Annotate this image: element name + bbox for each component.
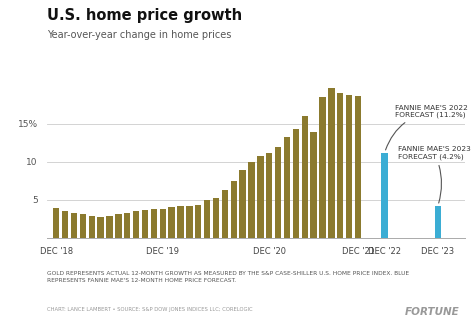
Bar (337, 93, 344, 238)
Bar (319, 97, 326, 238)
Text: FORTUNE: FORTUNE (405, 307, 460, 317)
Text: FANNIE MAE'S 2022
FORECAST (11.2%): FANNIE MAE'S 2022 FORECAST (11.2%) (385, 105, 468, 150)
Bar (80, 214, 86, 238)
Bar (222, 190, 228, 238)
Bar (177, 206, 184, 238)
Bar (142, 210, 148, 238)
Bar (346, 95, 352, 238)
Bar (257, 156, 264, 238)
Bar (239, 170, 246, 238)
Bar (71, 213, 77, 238)
Bar (355, 96, 361, 238)
Bar (301, 116, 308, 238)
Bar (186, 206, 192, 238)
Bar (382, 152, 388, 238)
Text: U.S. home price growth: U.S. home price growth (47, 8, 243, 23)
Bar (168, 207, 175, 238)
Bar (328, 88, 335, 238)
Bar (293, 129, 299, 238)
Bar (266, 153, 273, 238)
Bar (248, 162, 255, 238)
Text: FANNIE MAE'S 2023
FORECAST (4.2%): FANNIE MAE'S 2023 FORECAST (4.2%) (398, 146, 471, 203)
Bar (133, 211, 139, 238)
Bar (160, 209, 166, 238)
Bar (62, 211, 68, 238)
Bar (53, 208, 59, 238)
Bar (106, 216, 113, 238)
Bar (435, 206, 441, 238)
Bar (284, 137, 290, 238)
Bar (275, 147, 282, 238)
Bar (204, 200, 210, 238)
Bar (213, 198, 219, 238)
Bar (195, 205, 201, 238)
Bar (115, 214, 122, 238)
Bar (151, 210, 157, 238)
Bar (310, 132, 317, 238)
Bar (124, 213, 130, 238)
Text: Year-over-year change in home prices: Year-over-year change in home prices (47, 30, 232, 40)
Bar (98, 217, 104, 238)
Text: GOLD REPRESENTS ACTUAL 12-MONTH GROWTH AS MEASURED BY THE S&P CASE-SHILLER U.S. : GOLD REPRESENTS ACTUAL 12-MONTH GROWTH A… (47, 271, 410, 283)
Bar (89, 216, 95, 238)
Bar (230, 181, 237, 238)
Text: CHART: LANCE LAMBERT • SOURCE: S&P DOW JONES INDICES LLC; CORELOGIC: CHART: LANCE LAMBERT • SOURCE: S&P DOW J… (47, 307, 253, 312)
